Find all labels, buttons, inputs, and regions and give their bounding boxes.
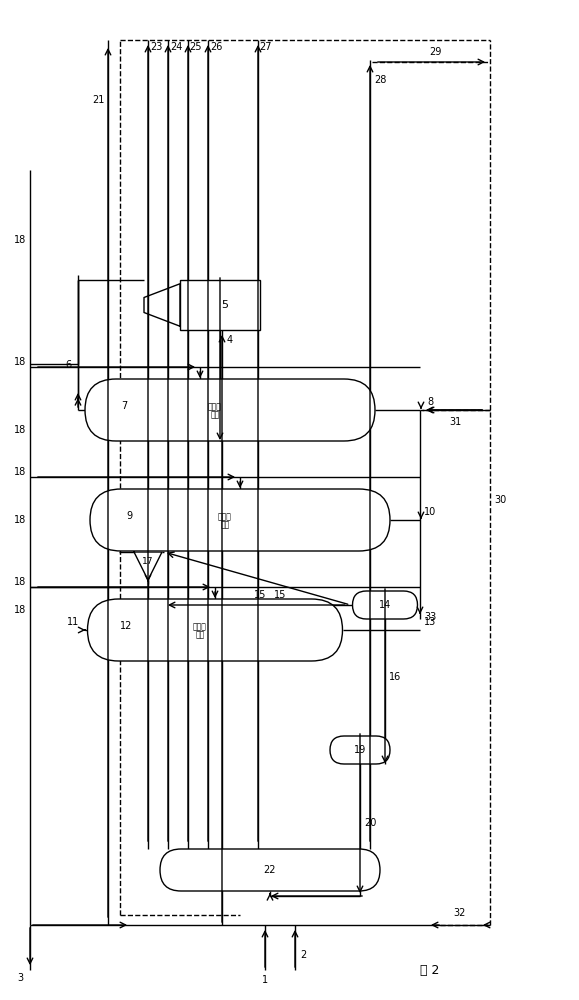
Text: 23: 23	[150, 42, 162, 52]
Text: 图 2: 图 2	[420, 964, 439, 976]
Text: 18: 18	[14, 425, 26, 435]
Text: 29: 29	[429, 47, 441, 57]
FancyBboxPatch shape	[353, 591, 417, 619]
Text: 18: 18	[14, 515, 26, 525]
Text: 第二反: 第二反	[218, 512, 232, 522]
Text: 1: 1	[262, 975, 268, 985]
Text: 14: 14	[379, 600, 391, 610]
Polygon shape	[134, 552, 162, 580]
Text: 第一反: 第一反	[208, 402, 222, 412]
Text: 8: 8	[427, 397, 433, 407]
Text: 15: 15	[254, 590, 266, 600]
Text: 7: 7	[121, 401, 127, 411]
Text: 26: 26	[210, 42, 222, 52]
Text: 15: 15	[274, 590, 286, 600]
Polygon shape	[144, 284, 180, 326]
Text: 2: 2	[300, 950, 306, 960]
Text: 30: 30	[494, 495, 506, 505]
Text: 5: 5	[222, 300, 229, 310]
Text: 17: 17	[142, 557, 154, 566]
Text: 18: 18	[14, 577, 26, 587]
Text: 18: 18	[14, 467, 26, 477]
FancyBboxPatch shape	[87, 599, 343, 661]
Text: 22: 22	[264, 865, 276, 875]
Text: 21: 21	[92, 95, 104, 105]
Text: 4: 4	[227, 335, 233, 345]
Bar	[180, 280, 260, 330]
Text: 18: 18	[14, 357, 26, 367]
Text: 应区: 应区	[195, 631, 204, 640]
Text: 3: 3	[17, 973, 23, 983]
Text: 9: 9	[126, 511, 132, 521]
Text: 32: 32	[454, 908, 466, 918]
Text: 11: 11	[67, 617, 79, 627]
FancyBboxPatch shape	[90, 489, 390, 551]
Text: 19: 19	[354, 745, 366, 755]
FancyBboxPatch shape	[330, 736, 390, 764]
Text: 第三反: 第三反	[193, 622, 207, 632]
Text: 6: 6	[65, 360, 71, 370]
Text: 33: 33	[424, 612, 436, 622]
Text: 10: 10	[424, 507, 436, 517]
Text: 应区: 应区	[210, 410, 219, 420]
FancyBboxPatch shape	[85, 379, 375, 441]
Text: 16: 16	[389, 672, 401, 682]
Text: 24: 24	[170, 42, 182, 52]
Text: 应区: 应区	[221, 520, 230, 530]
Text: 18: 18	[14, 605, 26, 615]
Text: 12: 12	[120, 621, 133, 631]
Text: 20: 20	[364, 818, 376, 828]
Text: 18: 18	[14, 235, 26, 245]
Text: 27: 27	[260, 42, 272, 52]
FancyBboxPatch shape	[160, 849, 380, 891]
Text: 28: 28	[374, 75, 386, 85]
Text: 31: 31	[449, 417, 461, 427]
Text: 13: 13	[424, 617, 436, 627]
Text: 25: 25	[190, 42, 202, 52]
